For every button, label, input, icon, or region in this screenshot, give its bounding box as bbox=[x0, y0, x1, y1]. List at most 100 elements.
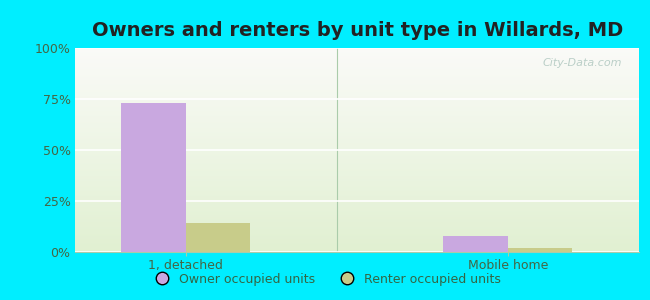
Bar bbox=[75, 159, 639, 160]
Bar bbox=[75, 161, 639, 162]
Bar bbox=[186, 224, 250, 252]
Bar bbox=[75, 111, 639, 112]
Bar bbox=[75, 88, 639, 89]
Bar bbox=[75, 60, 639, 61]
Bar bbox=[75, 238, 639, 239]
Bar bbox=[75, 52, 639, 53]
Bar bbox=[75, 53, 639, 54]
Bar bbox=[75, 218, 639, 219]
Bar bbox=[75, 239, 639, 240]
Bar bbox=[75, 217, 639, 218]
Bar bbox=[75, 206, 639, 207]
Bar bbox=[75, 152, 639, 153]
Bar bbox=[75, 56, 639, 57]
Bar bbox=[75, 241, 639, 242]
Bar bbox=[75, 99, 639, 100]
Bar bbox=[75, 140, 639, 141]
Bar bbox=[75, 171, 639, 172]
Bar bbox=[75, 92, 639, 93]
Bar bbox=[75, 231, 639, 232]
Bar bbox=[75, 112, 639, 113]
Bar bbox=[75, 149, 639, 150]
Bar bbox=[75, 213, 639, 214]
Bar bbox=[75, 157, 639, 158]
Bar bbox=[75, 203, 639, 204]
Bar bbox=[75, 79, 639, 80]
Bar bbox=[75, 168, 639, 169]
Bar bbox=[75, 193, 639, 194]
Bar bbox=[75, 143, 639, 144]
Bar bbox=[75, 147, 639, 148]
Bar bbox=[75, 62, 639, 63]
Bar bbox=[75, 198, 639, 199]
Bar bbox=[75, 181, 639, 182]
Bar bbox=[75, 65, 639, 66]
Bar bbox=[75, 164, 639, 165]
Bar bbox=[75, 57, 639, 58]
Bar bbox=[75, 69, 639, 70]
Bar bbox=[75, 221, 639, 222]
Bar bbox=[75, 139, 639, 140]
Bar bbox=[75, 122, 639, 124]
Bar bbox=[75, 197, 639, 198]
Bar bbox=[75, 249, 639, 250]
Bar bbox=[75, 119, 639, 120]
Bar bbox=[75, 150, 639, 151]
Bar bbox=[75, 116, 639, 117]
Bar bbox=[75, 178, 639, 180]
Bar bbox=[75, 97, 639, 98]
Bar bbox=[75, 136, 639, 137]
Bar bbox=[75, 73, 639, 74]
Bar bbox=[75, 175, 639, 176]
Bar bbox=[508, 248, 573, 252]
Bar bbox=[75, 167, 639, 168]
Bar bbox=[75, 138, 639, 139]
Bar bbox=[75, 208, 639, 209]
Bar bbox=[75, 94, 639, 95]
Bar bbox=[75, 160, 639, 161]
Bar bbox=[75, 142, 639, 143]
Text: City-Data.com: City-Data.com bbox=[543, 58, 622, 68]
Bar bbox=[75, 201, 639, 202]
Bar bbox=[75, 236, 639, 237]
Bar bbox=[75, 128, 639, 129]
Bar bbox=[75, 91, 639, 92]
Bar bbox=[75, 188, 639, 189]
Bar bbox=[75, 54, 639, 55]
Bar bbox=[75, 195, 639, 196]
Bar bbox=[75, 71, 639, 73]
Bar bbox=[75, 162, 639, 163]
Bar bbox=[75, 192, 639, 193]
Bar bbox=[75, 243, 639, 244]
Bar bbox=[75, 76, 639, 78]
Bar bbox=[75, 169, 639, 170]
Bar bbox=[75, 101, 639, 102]
Bar bbox=[75, 194, 639, 195]
Bar bbox=[75, 145, 639, 146]
Bar bbox=[75, 176, 639, 178]
Text: Owners and renters by unit type in Willards, MD: Owners and renters by unit type in Willa… bbox=[92, 21, 623, 40]
Bar bbox=[75, 127, 639, 128]
Bar bbox=[75, 166, 639, 167]
Bar bbox=[75, 141, 639, 142]
Bar bbox=[75, 110, 639, 111]
Bar bbox=[75, 158, 639, 159]
Bar bbox=[75, 219, 639, 220]
Bar bbox=[75, 66, 639, 68]
Bar bbox=[75, 102, 639, 103]
Bar bbox=[75, 186, 639, 187]
Bar bbox=[75, 204, 639, 205]
Bar bbox=[75, 156, 639, 157]
Bar bbox=[75, 148, 639, 149]
Bar bbox=[75, 190, 639, 191]
Bar bbox=[75, 234, 639, 235]
Bar bbox=[75, 115, 639, 116]
Bar bbox=[75, 210, 639, 211]
Bar bbox=[75, 214, 639, 215]
Bar bbox=[75, 212, 639, 213]
Bar bbox=[75, 74, 639, 76]
Bar bbox=[75, 58, 639, 59]
Bar bbox=[75, 80, 639, 81]
Bar bbox=[75, 78, 639, 79]
Bar bbox=[75, 117, 639, 119]
